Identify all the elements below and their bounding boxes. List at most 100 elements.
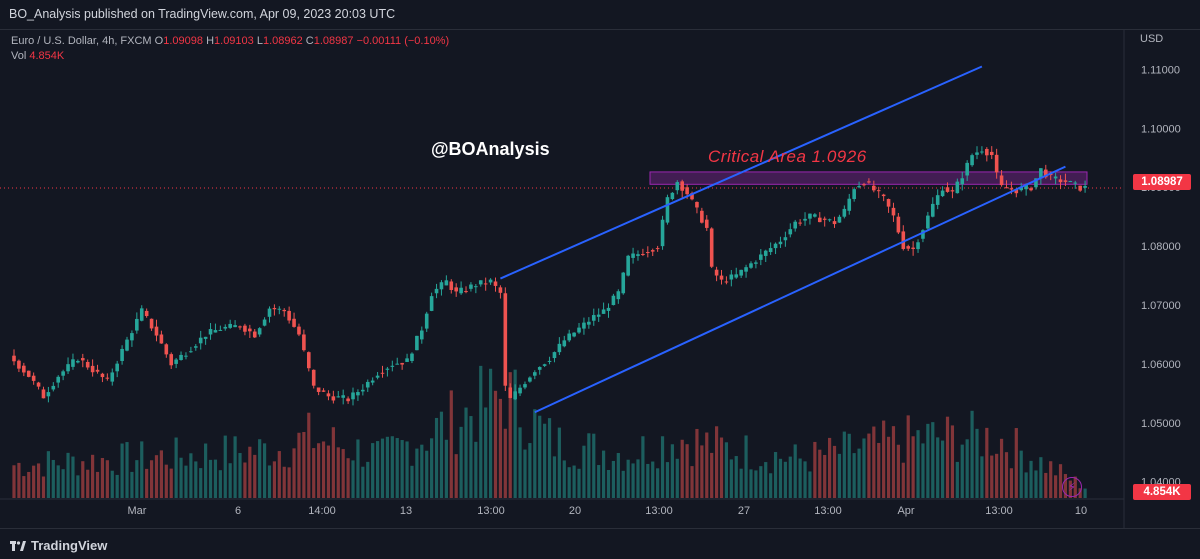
candle-body [626, 255, 630, 276]
candle-body [1073, 182, 1078, 184]
volume-bar [911, 436, 915, 498]
candle-body [557, 343, 562, 353]
candle-body [606, 307, 611, 311]
volume-bar [813, 441, 817, 498]
volume-bar [621, 470, 625, 498]
candle-body [252, 331, 257, 338]
volume-label[interactable]: Vol [11, 50, 27, 62]
volume-bar [808, 471, 812, 498]
candle-body [193, 346, 198, 348]
volume-bar [375, 441, 380, 498]
candle-body [960, 178, 965, 185]
candle-body [218, 329, 223, 331]
candle-body [80, 358, 85, 361]
volume-bar [857, 448, 861, 498]
volume-bar [675, 458, 679, 498]
volume-bar [380, 438, 385, 498]
candle-body [76, 360, 80, 363]
candle-body [429, 296, 434, 311]
candle-body [798, 222, 802, 224]
candle-body [994, 154, 999, 173]
time-tick-label: Apr [897, 505, 914, 517]
candle-body [361, 389, 365, 392]
candle-body [930, 203, 935, 217]
candle-body [61, 371, 65, 376]
candle-body [650, 250, 655, 252]
candle-body [311, 369, 316, 386]
candle-body [36, 382, 41, 387]
candle-body [238, 326, 242, 328]
volume-bar [788, 456, 792, 498]
volume-bar [346, 458, 350, 498]
candle-body [665, 197, 670, 223]
volume-bar [1014, 428, 1018, 498]
candle-body [704, 219, 709, 228]
candle-body [262, 319, 267, 326]
volume-bar [213, 459, 218, 498]
candle-body [857, 186, 861, 188]
candle-body [1004, 187, 1009, 189]
candle-body [26, 370, 31, 377]
volume-bar [754, 470, 758, 498]
candle-body [66, 364, 70, 372]
candle-body [257, 328, 262, 335]
candle-body [872, 185, 876, 191]
candle-body [1034, 178, 1038, 188]
candle-body [46, 392, 51, 397]
candle-body [646, 252, 650, 254]
candle-body [827, 219, 832, 221]
volume-bar [592, 433, 596, 498]
candle-body [449, 281, 454, 290]
volume-bar [1078, 488, 1082, 498]
candle-body [424, 313, 429, 329]
candle-body [940, 190, 945, 197]
candle-body [405, 358, 409, 362]
lightning-icon[interactable]: ⚡ [1062, 477, 1082, 497]
candle-body [370, 380, 375, 383]
volume-bar [86, 469, 90, 498]
volume-bar [999, 438, 1004, 498]
critical-area-label[interactable]: Critical Area 1.0926 [708, 147, 867, 166]
volume-bar [1058, 464, 1063, 498]
candle-body [233, 325, 237, 328]
volume-bar [916, 430, 920, 498]
candle-body [842, 208, 847, 217]
candle-body [223, 326, 228, 329]
volume-bar [567, 467, 571, 498]
volume-bar [636, 459, 640, 498]
volume-bar [926, 423, 930, 498]
candle-body [523, 384, 527, 388]
candle-body [179, 354, 183, 361]
volume-bar [616, 453, 620, 498]
candle-body [587, 321, 591, 325]
candle-body [965, 162, 969, 176]
price-tick-label: 1.06000 [1141, 359, 1181, 371]
volume-bar [233, 436, 237, 498]
volume-bar [351, 460, 355, 498]
volume-bar [390, 436, 394, 498]
volume-bar [223, 435, 227, 498]
volume-bar [665, 462, 670, 498]
volume-bar [936, 437, 940, 498]
candle-body [395, 363, 400, 365]
candle-body [488, 279, 493, 283]
symbol-title[interactable]: Euro / U.S. Dollar, 4h, FXCM [11, 35, 152, 47]
candle-body [980, 151, 984, 153]
close-value: 1.08987 [313, 35, 354, 47]
candle-body [498, 287, 503, 293]
currency-label[interactable]: USD [1140, 33, 1164, 45]
volume-bar [651, 461, 655, 498]
tradingview-logo[interactable]: TradingView [10, 538, 107, 553]
candle-body [926, 215, 930, 229]
volume-bar [970, 410, 974, 498]
price-tick-label: 1.08000 [1141, 241, 1181, 253]
volume-bar [410, 465, 414, 498]
volume-bar [199, 468, 203, 498]
candle-body [852, 189, 856, 200]
candle-body [896, 216, 901, 233]
candle-body [243, 325, 247, 332]
volume-bar [115, 474, 119, 498]
volume-bar [759, 466, 763, 498]
volume-bar [27, 471, 31, 498]
